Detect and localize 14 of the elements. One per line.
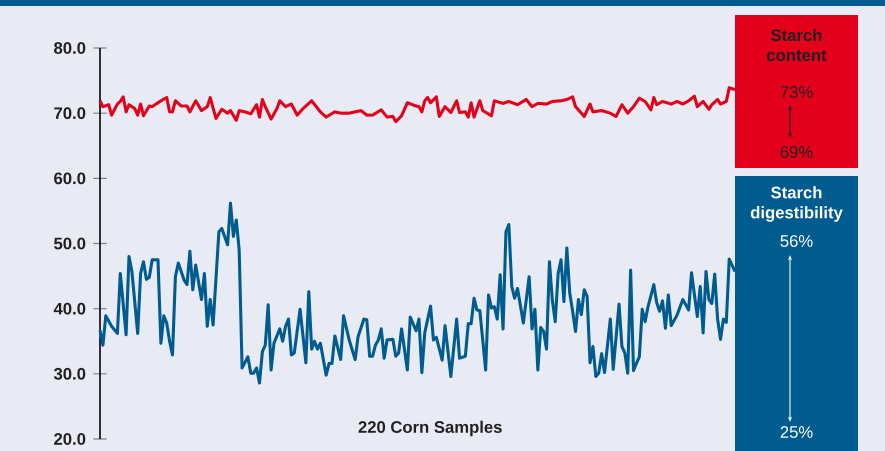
- text: 56%: [780, 235, 813, 247]
- y-tick-label: 20.0: [54, 433, 86, 445]
- y-tick-label: 70.0: [54, 107, 86, 120]
- text: 69%: [780, 146, 813, 158]
- x-axis-title: 220 Corn Samples: [358, 420, 502, 436]
- y-tick-label: 30.0: [54, 368, 86, 380]
- y-tick-label: 80.0: [54, 42, 86, 54]
- y-tick-label: 40.0: [54, 302, 86, 315]
- text: 73%: [780, 86, 813, 98]
- y-tick-label: 60.0: [54, 172, 86, 184]
- text: 25%: [780, 426, 813, 438]
- text: Starch digestibility: [750, 186, 843, 222]
- text: Starch content: [767, 28, 826, 62]
- y-tick-label: 50.0: [54, 238, 86, 250]
